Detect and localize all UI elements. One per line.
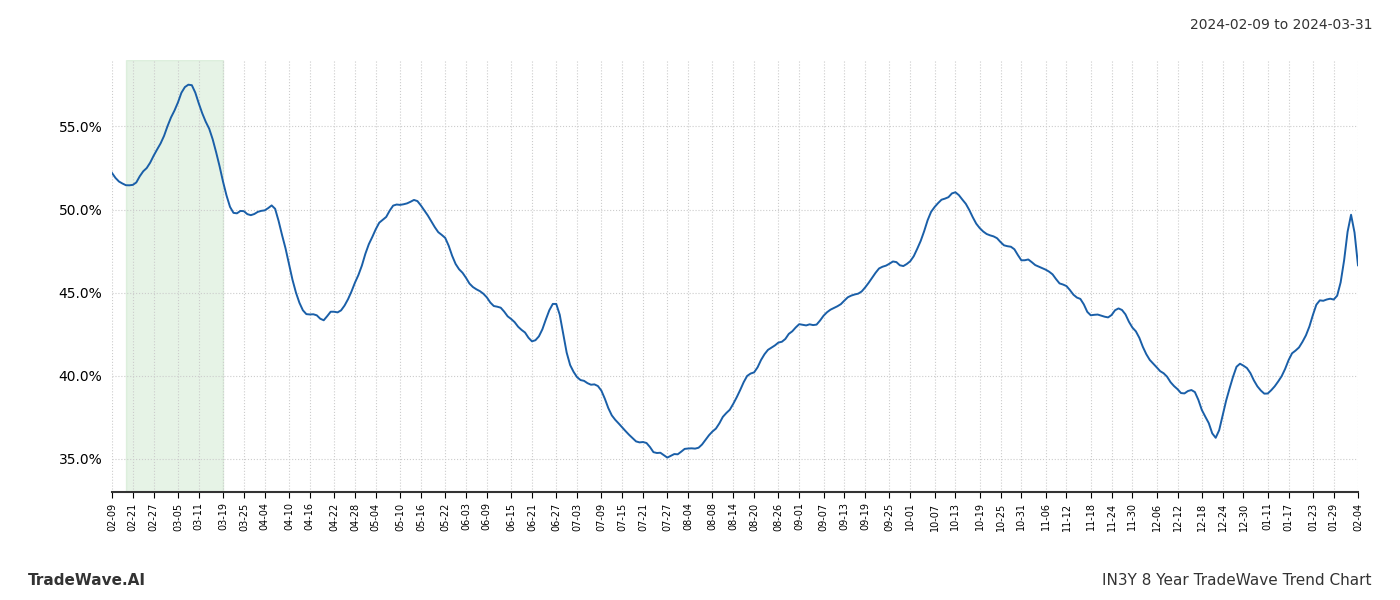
Bar bbox=[126, 60, 223, 492]
Text: TradeWave.AI: TradeWave.AI bbox=[28, 573, 146, 588]
Text: IN3Y 8 Year TradeWave Trend Chart: IN3Y 8 Year TradeWave Trend Chart bbox=[1103, 573, 1372, 588]
Text: 2024-02-09 to 2024-03-31: 2024-02-09 to 2024-03-31 bbox=[1190, 18, 1372, 32]
